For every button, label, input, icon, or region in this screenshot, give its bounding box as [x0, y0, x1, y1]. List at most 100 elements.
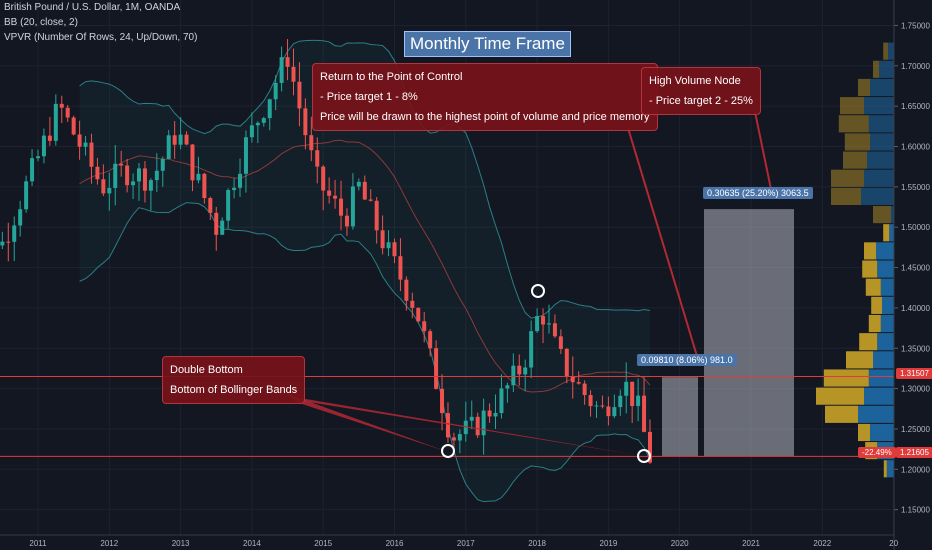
upper-price-label: 1.31507 [896, 368, 932, 379]
candle-up [499, 388, 504, 414]
time-tick-label: 2013 [172, 539, 190, 548]
lower-price-label: 1.21605 [896, 447, 932, 458]
candle-down [475, 416, 480, 436]
price-tick-label: 1.65000 [901, 102, 930, 111]
vpvr-down-bar [843, 151, 867, 169]
vpvr-up-bar [879, 60, 894, 78]
candle-up [279, 57, 284, 83]
candle-down [606, 406, 611, 417]
candle-down [297, 81, 302, 109]
bollinger-upper [79, 39, 651, 319]
candle-up [350, 186, 355, 227]
price-axis[interactable]: 1.15000 1.20000 1.25000 1.30000 1.35000 1.400… [893, 0, 930, 550]
candle-down [327, 190, 332, 196]
legend-symbol[interactable]: British Pound / U.S. Dollar, 1M, OANDA [4, 2, 181, 13]
vpvr-down-bar [858, 78, 870, 97]
vpvr-up-bar [868, 115, 894, 133]
candle-up [113, 163, 118, 188]
candle-down [552, 323, 557, 337]
candle-up [131, 181, 136, 186]
candle-down [398, 256, 403, 280]
poc-note[interactable]: Return to the Point of Control - Price t… [312, 63, 658, 131]
candle-down [374, 200, 379, 231]
candle-down [434, 348, 439, 389]
candle-down [576, 382, 581, 384]
vpvr-down-bar [873, 206, 891, 224]
candle-up [535, 316, 540, 332]
candle-up [624, 381, 629, 396]
candle-down [184, 134, 189, 145]
candle-down [285, 57, 290, 67]
candle-down [315, 150, 320, 167]
candle-down [344, 215, 349, 227]
price-tick-label: 1.75000 [901, 21, 930, 30]
candle-up [243, 137, 248, 174]
hvn-note[interactable]: High Volume Node - Price target 2 - 25% [641, 67, 761, 115]
candle-up [636, 395, 641, 407]
candle-down [214, 212, 219, 235]
candle-up [505, 385, 510, 389]
double-bottom-note[interactable]: Double Bottom Bottom of Bollinger Bands [162, 356, 306, 404]
candle-down [309, 135, 314, 151]
candle-down [642, 395, 647, 432]
candle-down [125, 165, 130, 186]
candle-up [238, 173, 243, 188]
time-tick-label: 2015 [314, 539, 332, 548]
candle-down [517, 365, 522, 375]
vpvr-down-bar [864, 242, 876, 260]
target2-measure-label: 0.30635 (25.20%) 3063.5 [703, 187, 813, 199]
candle-up [511, 365, 516, 386]
vpvr-down-bar [825, 405, 858, 423]
time-tick-label: 2019 [600, 539, 618, 548]
timeframe-title[interactable]: Monthly Time Frame [404, 31, 571, 57]
candle-down [339, 198, 344, 216]
volume-profile [816, 42, 894, 478]
double-bottom-connector-1 [288, 394, 448, 452]
candle-down [142, 168, 147, 191]
candle-up [255, 122, 260, 126]
vpvr-down-bar [840, 97, 864, 115]
price-tick-label: 1.15000 [901, 506, 930, 515]
candle-down [558, 336, 563, 349]
price-tick-label: 1.30000 [901, 385, 930, 394]
price-tick-label: 1.20000 [901, 465, 930, 474]
pivot-circle [531, 284, 545, 298]
annotation-connectors [288, 111, 773, 456]
candle-up [523, 367, 528, 375]
candle-up [137, 168, 142, 182]
vpvr-down-bar [858, 423, 870, 442]
lower-percent-label: -22.49% [858, 447, 896, 458]
candle-up [107, 187, 112, 194]
vpvr-up-bar [868, 369, 894, 387]
price-tick-label: 1.60000 [901, 143, 930, 152]
time-tick-label: 2017 [457, 539, 475, 548]
poc-note-line-3: Price will be drawn to the highest point… [320, 111, 650, 123]
candle-down [77, 134, 82, 147]
candle-up [481, 410, 486, 436]
candle-up [267, 99, 272, 119]
candle-up [12, 225, 17, 242]
vpvr-up-bar [880, 278, 894, 296]
poc-note-line-2: - Price target 1 - 8% [320, 91, 418, 103]
candle-up [469, 416, 474, 421]
candle-up [148, 180, 153, 191]
vpvr-down-bar [823, 369, 869, 387]
time-axis[interactable]: 2011 2012 2013 2014 2015 2016 2017 2018 2019 2020… [0, 534, 899, 548]
candle-up [463, 420, 468, 435]
vpvr-up-bar [870, 423, 894, 442]
vpvr-down-bar [873, 60, 879, 78]
candle-down [392, 242, 397, 257]
candle-down [445, 413, 450, 438]
candle-down [410, 300, 415, 308]
candle-down [321, 166, 326, 191]
poc-connector [627, 127, 701, 367]
legend-bollinger[interactable]: BB (20, close, 2) [4, 17, 78, 28]
time-tick-label: 20 [889, 539, 898, 548]
legend-vpvr[interactable]: VPVR (Number Of Rows, 24, Up/Down, 70) [4, 32, 198, 43]
vpvr-down-bar [844, 133, 870, 151]
vpvr-down-bar [846, 351, 873, 369]
candle-down [303, 108, 308, 136]
candle-down [582, 383, 587, 396]
pivot-markers [441, 284, 651, 463]
target2-measure-box [704, 209, 794, 457]
